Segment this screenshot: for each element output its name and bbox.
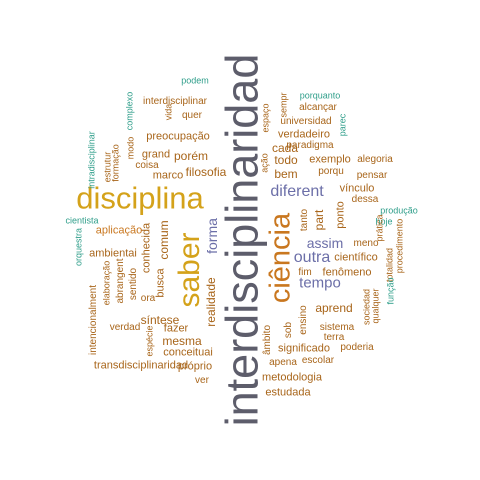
word-pratica: prática [374,214,385,242]
word-vida: vida [163,103,174,121]
word-procedimento: procedimento [394,218,405,274]
word-proprio: próprio [177,360,213,373]
word-ponto: ponto [334,201,347,229]
word-coisa: coisa [135,160,159,171]
word-fim: fim [298,267,312,278]
word-porquanto: porquanto [299,90,341,101]
word-cientista: cientista [65,215,99,226]
word-filosofia: filosofia [185,165,227,179]
word-fenomeno: fenômeno [322,266,372,279]
word-apena: apena [269,357,297,368]
word-saber: saber [173,232,206,308]
word-estudada: estudada [265,386,311,399]
word-busca: busca [154,268,167,298]
word-ciencia: ciência [264,212,297,304]
word-ora: ora [140,293,156,304]
word-part: part [312,209,326,231]
word-podem: podem [181,75,209,86]
word-outra: outra [293,249,331,266]
word-elaboracao: elaboração [101,260,112,306]
word-ver: ver [195,375,209,386]
word-orquestra: orquestra [73,227,84,267]
word-verdadeiro: verdadeiro [278,128,330,141]
word-meno: meno [353,238,379,249]
word-sob: sob [283,321,294,339]
word-intradisciplinar: intradisciplinar [86,131,97,189]
word-forma: forma [204,218,220,254]
word-paradigma: paradigma [286,140,334,151]
word-disciplina: disciplina [76,180,204,216]
word-funcao: função [385,277,396,305]
word-bem: bem [274,167,298,181]
word-abrangent: abrangent [115,258,126,304]
word-transdisciplinaridad: transdisciplinaridad [93,359,189,372]
word-terra: terra [323,332,345,343]
word-alegoria: alegoria [357,154,393,165]
word-producao: produção [380,205,418,216]
word-porem: porém [173,149,209,163]
word-cada: cada [271,141,299,155]
word-ambito: âmbito [262,324,273,356]
word-conceituai: conceituai [163,346,213,359]
word-todo: todo [274,153,298,167]
word-intencionalment: intencionalment [88,284,99,356]
word-parec: parec [337,113,348,137]
word-pensar: pensar [356,170,388,181]
word-complexo: complexo [124,91,135,131]
word-diferent: diferent [270,183,324,200]
word-modo: modo [125,136,136,160]
word-escolar: escolar [301,355,335,366]
word-mesma: mesma [162,334,202,348]
word-interdisciplinar: interdisciplinar [143,96,207,107]
word-universidad: universidad [280,116,332,127]
word-porqu: porqu [318,166,344,177]
word-significado: significado [278,342,330,355]
word-interdisciplinaridad: interdisciplinaridad [216,53,268,427]
word-metodologia: metodologia [262,371,322,384]
word-sintese: síntese [140,313,180,327]
word-formacao: formação [110,144,121,182]
word-cientifico: científico [334,251,378,264]
word-sempr: sempr [278,92,289,118]
word-conhecida: conhecida [140,222,153,274]
word-ensino: ensino [298,305,309,335]
word-grand: grand [141,148,171,161]
word-tanto: tanto [299,208,310,232]
word-realidade: realidade [204,277,218,327]
word-comum: comum [157,220,171,260]
word-alcancar: alcançar [299,102,337,113]
word-preocupacao: preocupação [146,130,210,143]
word-sistema: sistema [319,322,355,333]
word-espaco: espaço [260,103,271,133]
word-marco: marco [152,169,184,182]
word-especie: espécie [144,325,155,357]
word-quer: quer [181,110,203,121]
word-fazer: fazer [163,322,189,335]
word-tempo: tempo [299,274,341,292]
word-dessa: dessa [351,194,379,205]
word-vinculo: vínculo [339,182,375,195]
word-qualquer: qualquer [370,288,381,324]
word-ambientai: ambientai [89,247,137,260]
word-aprend: aprend [315,301,353,315]
word-aplicacao: aplicação [95,224,143,237]
word-assim: assim [306,235,344,251]
word-exemplo: exemplo [309,153,351,166]
word-sentido: sentido [128,267,139,301]
word-hoje: hoje [375,216,393,227]
word-poderia: poderia [340,342,374,353]
word-acao: ação [259,153,270,173]
word-verdad: verdad [109,322,141,333]
